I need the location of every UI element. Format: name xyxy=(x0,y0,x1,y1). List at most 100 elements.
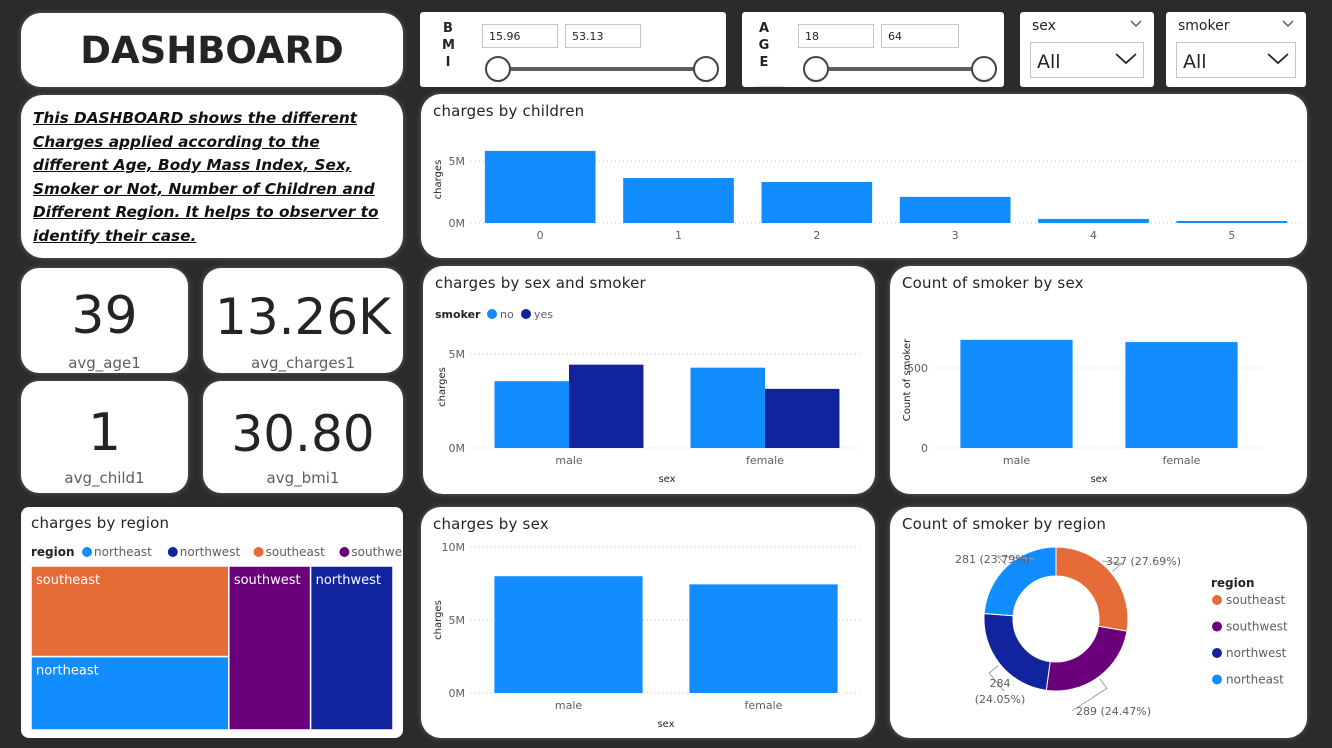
y-tick-label: 0M xyxy=(449,217,466,230)
kpi-card-avg-age: 39 avg_age1 xyxy=(21,268,188,373)
legend-item-northeast: northeast xyxy=(1226,673,1284,687)
legend-marker-northeast xyxy=(82,547,92,557)
charges-by-sex-and-smoker-chart: 0M 5M male female charges sex smoker no yes xyxy=(435,308,863,485)
treemap-label-southeast: southeast xyxy=(36,573,100,588)
legend-item-northwest: northwest xyxy=(180,545,241,559)
legend-marker-northwest xyxy=(167,547,178,557)
kpi-value-avg-age: 39 xyxy=(71,286,138,346)
chart-card-charges-by-children: charges by children 0M 5M 0 1 2 3 4 5 charges xyxy=(421,94,1307,258)
treemap-tile-southwest xyxy=(228,565,312,731)
page-title: DASHBOARD xyxy=(80,29,344,72)
bmi-min-input[interactable]: 15.96 xyxy=(482,24,558,48)
y-axis-label: charges xyxy=(437,367,448,407)
bar-1 xyxy=(623,178,734,223)
bmi-slider-max-handle[interactable] xyxy=(693,56,719,82)
donut-data-label-southeast: 327 (27.69%) xyxy=(1106,555,1181,568)
kpi-value-avg-charges: 13.26K xyxy=(215,288,391,346)
bar-female-yes xyxy=(765,388,840,448)
chart-title: Count of smoker by region xyxy=(902,515,1107,533)
legend-item-southwest: southwest xyxy=(351,545,403,559)
x-tick-label: male xyxy=(555,454,583,467)
x-axis-label: sex xyxy=(1090,474,1107,485)
age-label-underline xyxy=(755,86,785,87)
charges-by-sex-chart: 0M 5M 10M male female charges sex xyxy=(433,541,861,730)
chart-title: charges by region xyxy=(31,514,170,532)
treemap-label-northeast: northeast xyxy=(36,664,99,679)
bmi-slider-track[interactable] xyxy=(498,67,706,71)
chevron-down-icon xyxy=(1267,53,1289,65)
x-tick-label: male xyxy=(555,699,583,712)
description-text: This DASHBOARD shows the different Charg… xyxy=(33,109,379,245)
bar-female xyxy=(689,584,838,693)
y-tick-label: 0M xyxy=(449,687,466,700)
sex-slicer: sex All xyxy=(1020,12,1154,87)
chart-title: charges by children xyxy=(433,102,585,120)
legend-item-northeast: northeast xyxy=(94,545,152,559)
legend-marker-southeast xyxy=(253,547,264,557)
donut-leader-line xyxy=(1071,678,1108,712)
x-tick-label: 3 xyxy=(952,229,959,242)
bar-0 xyxy=(484,150,596,223)
y-tick-label: 10M xyxy=(442,541,466,554)
x-tick-label: male xyxy=(1003,454,1031,467)
bar-2 xyxy=(761,181,873,223)
sex-dropdown[interactable]: All xyxy=(1030,42,1144,78)
x-tick-label: 4 xyxy=(1090,229,1097,242)
age-min-input[interactable]: 18 xyxy=(798,24,874,48)
donut-slice-southwest xyxy=(1045,625,1128,692)
bar-male xyxy=(494,576,643,693)
age-slider-max-handle[interactable] xyxy=(971,56,997,82)
kpi-card-avg-bmi: 30.80 avg_bmi1 xyxy=(203,381,403,493)
count-of-smoker-by-sex-chart: 0 500 male female Count of smoker sex xyxy=(902,338,1264,485)
bmi-max-input[interactable]: 53.13 xyxy=(565,24,641,48)
chart-title: charges by sex xyxy=(433,515,549,533)
donut-slice-northeast xyxy=(983,546,1057,617)
bar-female-no xyxy=(690,367,765,448)
legend-item-southeast: southeast xyxy=(266,545,325,559)
legend-item-no: no xyxy=(500,308,514,321)
bar-male xyxy=(960,339,1073,448)
smoker-dropdown[interactable]: All xyxy=(1176,42,1296,78)
y-axis-label: charges xyxy=(433,600,444,640)
bmi-slider-min-handle[interactable] xyxy=(485,56,511,82)
kpi-label-avg-child: avg_child1 xyxy=(64,469,145,487)
chart-card-charges-by-sex: charges by sex 0M 5M 10M male female charges s… xyxy=(421,507,875,738)
legend-item-southwest: southwest xyxy=(1226,620,1288,634)
donut-data-label-southwest: 289 (24.47%) xyxy=(1076,705,1151,718)
donut-data-label-northeast: 281 (23.79%) xyxy=(955,553,1030,566)
legend-title: smoker xyxy=(435,308,481,321)
legend-marker-northeast xyxy=(1212,674,1222,685)
donut-leader-line xyxy=(988,665,1005,692)
legend-item-southeast: southeast xyxy=(1226,593,1285,607)
chart-title: Count of smoker by sex xyxy=(902,274,1084,292)
y-axis-label: Count of smoker xyxy=(902,338,913,421)
chevron-down-icon[interactable] xyxy=(1130,20,1142,28)
chart-card-charges-by-region: charges by region region northeast northwe… xyxy=(21,507,403,738)
age-slider-min-handle[interactable] xyxy=(803,56,829,82)
age-max-input[interactable]: 64 xyxy=(881,24,959,48)
donut-leader-line xyxy=(996,555,1035,566)
legend-marker-southeast xyxy=(1212,595,1222,605)
age-slider-track[interactable] xyxy=(816,67,984,71)
sex-slicer-label: sex xyxy=(1032,18,1056,34)
bar-male-yes xyxy=(569,364,644,448)
x-axis-label: sex xyxy=(657,719,674,730)
kpi-label-avg-bmi: avg_bmi1 xyxy=(266,469,340,487)
x-tick-label: 2 xyxy=(813,229,820,242)
treemap-tile-northeast xyxy=(30,655,230,731)
x-tick-label: 5 xyxy=(1228,229,1235,242)
description-card: This DASHBOARD shows the different Charg… xyxy=(21,95,403,258)
chevron-down-icon[interactable] xyxy=(1282,20,1294,28)
charges-by-children-chart: 0M 5M 0 1 2 3 4 5 charges xyxy=(433,150,1301,242)
legend-marker-southwest xyxy=(339,547,350,557)
legend-title: region xyxy=(1211,576,1255,590)
x-tick-label: 0 xyxy=(537,229,544,242)
y-tick-label: 0 xyxy=(921,442,928,455)
y-tick-label: 0M xyxy=(449,442,466,455)
legend-item-northwest: northwest xyxy=(1226,646,1287,660)
chart-title: charges by sex and smoker xyxy=(435,274,646,292)
